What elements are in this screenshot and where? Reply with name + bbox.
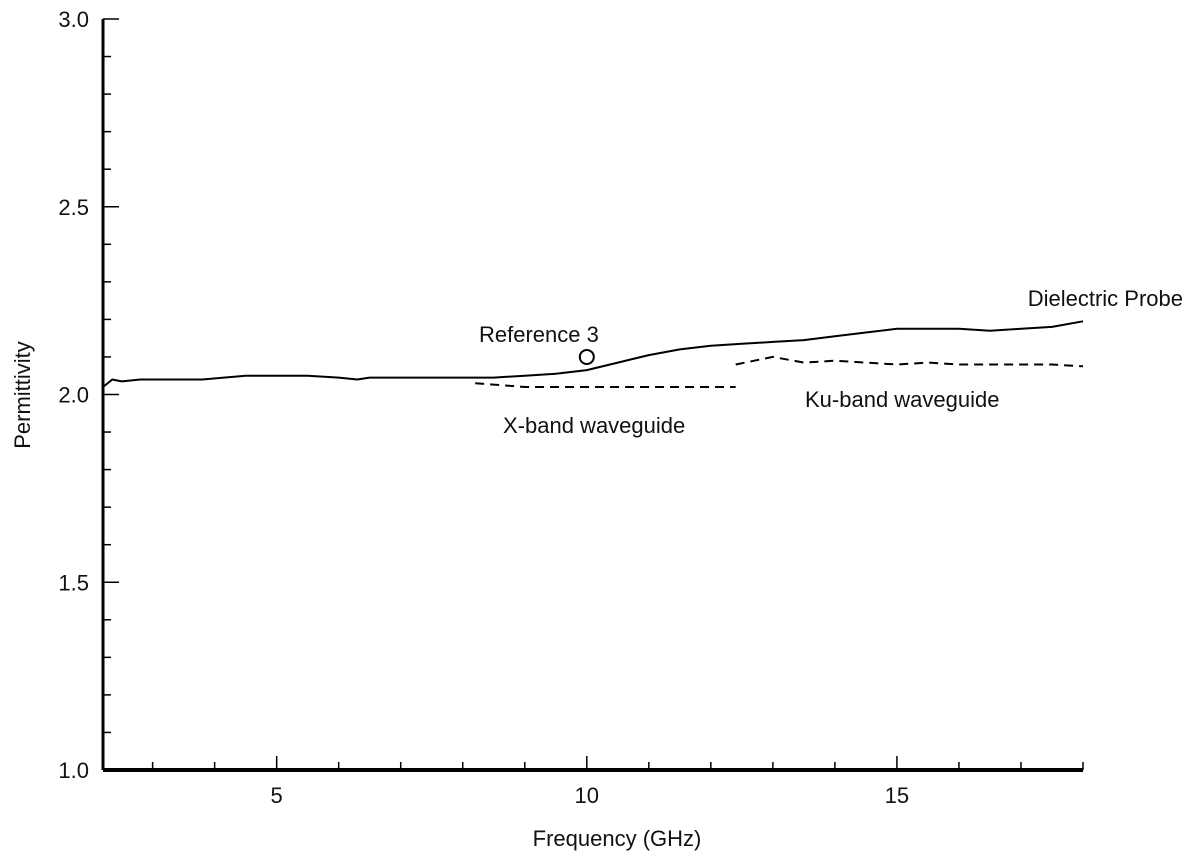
annotation-x-band: X-band waveguide (503, 413, 685, 438)
y-tick-label: 2.5 (58, 195, 89, 220)
y-tick-label: 3.0 (58, 7, 89, 32)
tick-labels: 5 10 15 1.0 1.5 2.0 2.5 3.0 (58, 7, 909, 808)
y-tick-label: 2.0 (58, 383, 89, 408)
annotations: Dielectric Probe Reference 3 X-band wave… (479, 286, 1183, 438)
point-reference-3 (580, 350, 594, 364)
x-tick-label: 15 (885, 783, 909, 808)
y-tick-label: 1.5 (58, 570, 89, 595)
series-ku-band-waveguide (736, 357, 1083, 366)
series-x-band-waveguide (475, 383, 736, 387)
points-layer (580, 350, 594, 364)
x-tick-label: 5 (271, 783, 283, 808)
annotation-reference-3: Reference 3 (479, 322, 599, 347)
x-axis-label: Frequency (GHz) (533, 826, 702, 851)
annotation-dielectric-probe: Dielectric Probe (1028, 286, 1183, 311)
y-axis-label: Permittivity (10, 341, 35, 449)
annotation-ku-band: Ku-band waveguide (805, 387, 999, 412)
y-tick-label: 1.0 (58, 758, 89, 783)
x-tick-label: 10 (575, 783, 599, 808)
